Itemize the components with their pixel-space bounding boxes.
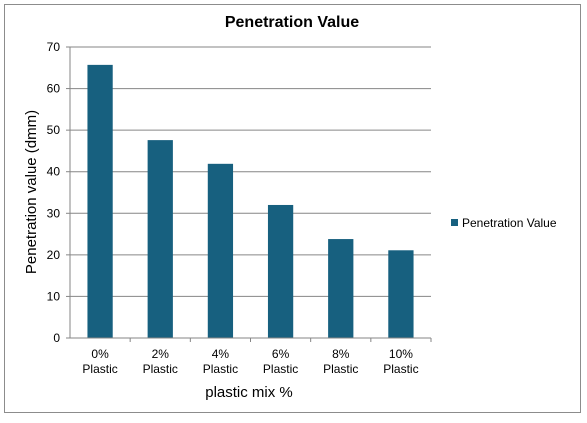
y-tick-label: 30 (47, 206, 61, 220)
x-tick-label: Plastic (263, 362, 298, 376)
y-tick-label: 70 (47, 40, 61, 54)
x-tick-label: 8% (332, 347, 350, 361)
bar (87, 64, 113, 338)
bar (267, 204, 294, 338)
bar (328, 239, 354, 338)
y-tick-label: 0 (53, 331, 60, 345)
bars (87, 64, 414, 338)
bar (207, 163, 234, 338)
gridlines (66, 46, 431, 339)
legend-swatch (451, 219, 458, 226)
x-tick-label: Plastic (203, 362, 238, 376)
x-axis-title: plastic mix % (205, 384, 293, 401)
y-tick-labels: 0 10 20 30 40 50 60 70 (47, 40, 61, 345)
bar (147, 140, 173, 338)
legend: Penetration Value (451, 216, 557, 230)
y-tick-label: 40 (47, 165, 61, 179)
bar (388, 250, 414, 338)
chart-title: Penetration Value (225, 14, 359, 31)
x-tick-label: Plastic (323, 362, 358, 376)
x-tick-label: 10% (389, 347, 413, 361)
y-axis-title: Penetration value (dmm) (23, 110, 40, 274)
y-tick-label: 60 (47, 82, 61, 96)
legend-label: Penetration Value (462, 216, 557, 230)
y-tick-label: 10 (47, 289, 61, 303)
x-tick-label: Plastic (383, 362, 418, 376)
x-tick-label: 2% (152, 347, 170, 361)
x-tick-label: Plastic (82, 362, 117, 376)
x-tick-labels: 0%Plastic2%Plastic4%Plastic6%Plastic8%Pl… (82, 338, 432, 376)
x-tick-label: 0% (91, 347, 109, 361)
x-tick-label: 4% (212, 347, 230, 361)
y-tick-label: 20 (47, 248, 61, 262)
x-tick-label: 6% (272, 347, 290, 361)
x-tick-label: Plastic (143, 362, 178, 376)
y-tick-label: 50 (47, 123, 61, 137)
